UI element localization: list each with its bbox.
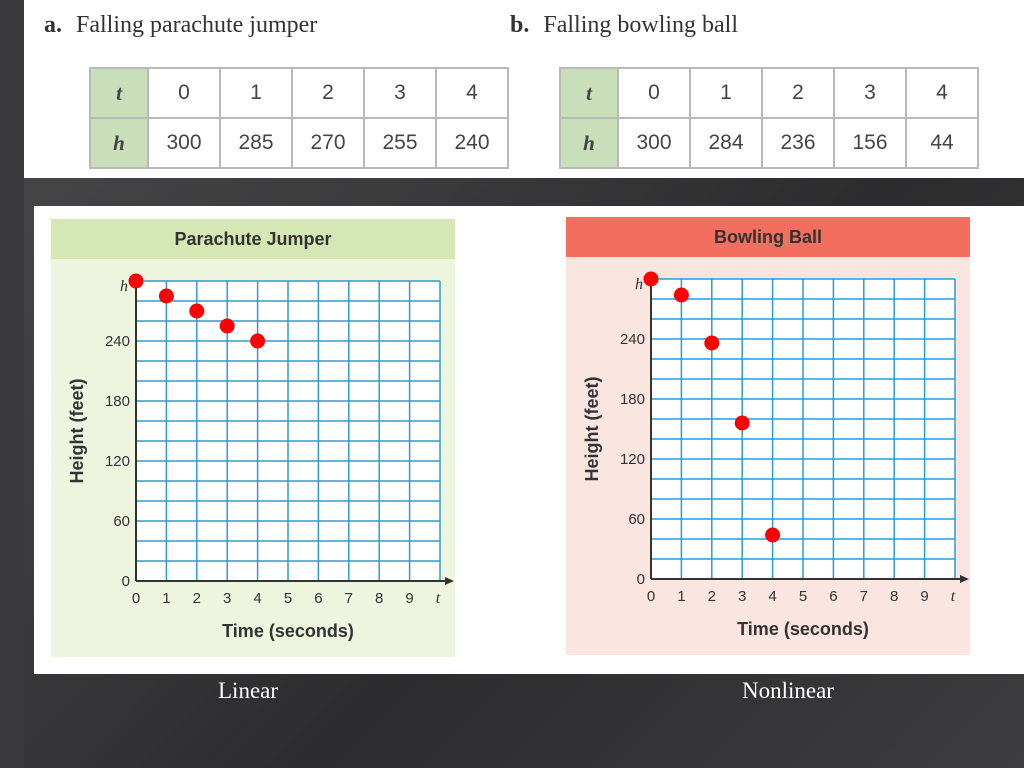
table-cell: 156 xyxy=(833,117,907,169)
y-axis-label: Height (feet) xyxy=(582,377,602,482)
y-tick-label: 0 xyxy=(637,571,645,588)
table-cell: 285 xyxy=(219,117,293,169)
table-bowling: t 0 1 2 3 4 h 300 284 236 156 44 xyxy=(559,67,979,169)
table-cell: 300 xyxy=(617,117,691,169)
x-tick-label: 8 xyxy=(375,590,383,607)
table-cell: 255 xyxy=(363,117,437,169)
y-axis-variable: h xyxy=(120,278,128,295)
section-a-title-text: Falling parachute jumper xyxy=(76,12,318,38)
x-tick-label: 7 xyxy=(860,588,868,605)
y-tick-label: 0 xyxy=(122,573,130,590)
x-tick-label: 2 xyxy=(708,588,716,605)
caption-linear: Linear xyxy=(218,678,279,703)
y-axis-variable: h xyxy=(635,276,643,293)
x-tick-label: 9 xyxy=(405,590,413,607)
x-tick-label: 4 xyxy=(253,590,261,607)
row-label-h: h xyxy=(559,117,619,169)
x-axis-label: Time (seconds) xyxy=(737,619,869,639)
table-cell: 4 xyxy=(435,67,509,119)
table-cell: 0 xyxy=(617,67,691,119)
chart-bowling-svg: 0 1 2 3 4 5 6 7 8 9 t 0 60 120 180 240 h Time (seconds) He… xyxy=(582,271,969,639)
x-axis-arrow xyxy=(445,577,454,585)
data-point xyxy=(765,527,781,543)
table-cell: 3 xyxy=(363,67,437,119)
y-tick-label: 60 xyxy=(628,511,645,528)
x-tick-label: 9 xyxy=(920,588,928,605)
table-cell: 284 xyxy=(689,117,763,169)
table-cell: 270 xyxy=(291,117,365,169)
table-cell: 3 xyxy=(833,67,907,119)
data-point xyxy=(219,318,235,334)
y-tick-label: 180 xyxy=(105,393,130,410)
x-tick-label: 6 xyxy=(829,588,837,605)
chart-title: Bowling Ball xyxy=(566,217,970,257)
x-axis-variable: t xyxy=(951,588,956,605)
section-b-title: b. Falling bowling ball xyxy=(510,12,738,39)
y-tick-label: 120 xyxy=(105,453,130,470)
data-point xyxy=(704,335,720,351)
x-axis-label: Time (seconds) xyxy=(222,621,354,641)
y-tick-label: 240 xyxy=(620,331,645,348)
x-tick-label: 6 xyxy=(314,590,322,607)
x-tick-label: 0 xyxy=(132,590,140,607)
data-point xyxy=(734,415,750,431)
x-tick-label: 4 xyxy=(768,588,776,605)
x-tick-label: 5 xyxy=(799,588,807,605)
section-b-title-text: Falling bowling ball xyxy=(543,12,739,38)
data-point xyxy=(643,271,659,287)
x-tick-label: 7 xyxy=(345,590,353,607)
x-axis-variable: t xyxy=(436,590,441,607)
section-a-letter: a. xyxy=(44,12,62,38)
section-b-letter: b. xyxy=(510,12,530,38)
table-cell: 1 xyxy=(219,67,293,119)
x-tick-label: 5 xyxy=(284,590,292,607)
y-tick-label: 60 xyxy=(113,513,130,530)
chart-parachute-svg: 0 1 2 3 4 5 6 7 8 9 t 0 60 120 180 240 h Time (seconds) He… xyxy=(67,273,454,641)
table-cell: 44 xyxy=(905,117,979,169)
x-tick-label: 0 xyxy=(647,588,655,605)
data-point xyxy=(673,287,689,303)
x-tick-label: 3 xyxy=(223,590,231,607)
table-cell: 1 xyxy=(689,67,763,119)
table-row-h: h 300 285 270 255 240 xyxy=(89,117,509,169)
data-point xyxy=(250,333,266,349)
chart-title: Parachute Jumper xyxy=(51,219,455,259)
data-point xyxy=(128,273,144,289)
section-a-title: a. Falling parachute jumper xyxy=(44,12,317,39)
table-cell: 0 xyxy=(147,67,221,119)
chart-parachute-jumper: Parachute Jumper 0 1 2 3 4 5 6 7 8 9 t 0 60 120 180 240… xyxy=(51,219,455,657)
y-axis-label: Height (feet) xyxy=(67,379,87,484)
table-row-h: h 300 284 236 156 44 xyxy=(559,117,979,169)
caption-nonlinear: Nonlinear xyxy=(742,678,834,703)
y-tick-label: 180 xyxy=(620,391,645,408)
table-cell: 4 xyxy=(905,67,979,119)
row-label-t: t xyxy=(559,67,619,119)
x-axis-arrow xyxy=(960,575,969,583)
row-label-t: t xyxy=(89,67,149,119)
table-row-t: t 0 1 2 3 4 xyxy=(559,67,979,119)
data-point xyxy=(189,303,205,319)
y-tick-label: 240 xyxy=(105,333,130,350)
y-tick-label: 120 xyxy=(620,451,645,468)
table-cell: 2 xyxy=(291,67,365,119)
plot-area xyxy=(136,281,440,581)
table-cell: 236 xyxy=(761,117,835,169)
table-row-t: t 0 1 2 3 4 xyxy=(89,67,509,119)
chart-bowling-ball: Bowling Ball 0 1 2 3 4 5 6 7 8 9 t 0 60 120 180 240 h Tim… xyxy=(566,217,970,655)
x-tick-label: 1 xyxy=(677,588,685,605)
left-frame-bar xyxy=(0,0,24,768)
table-cell: 2 xyxy=(761,67,835,119)
row-label-h: h xyxy=(89,117,149,169)
x-tick-label: 2 xyxy=(193,590,201,607)
table-cell: 240 xyxy=(435,117,509,169)
plot-area xyxy=(651,279,955,579)
data-point xyxy=(158,288,174,304)
x-tick-label: 3 xyxy=(738,588,746,605)
x-tick-label: 8 xyxy=(890,588,898,605)
table-parachute: t 0 1 2 3 4 h 300 285 270 255 240 xyxy=(89,67,509,169)
table-cell: 300 xyxy=(147,117,221,169)
x-tick-label: 1 xyxy=(162,590,170,607)
